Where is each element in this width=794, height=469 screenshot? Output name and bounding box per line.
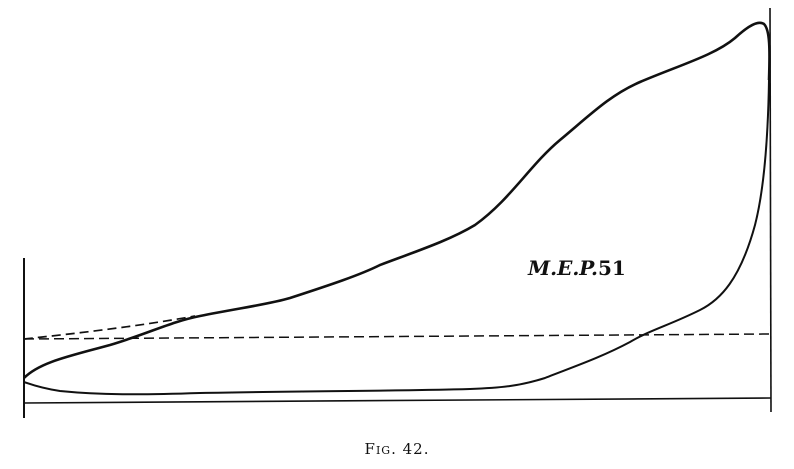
mep-label-prefix: M.E.P. — [528, 256, 598, 280]
mep-label: M.E.P.51 — [528, 256, 626, 280]
figure-caption: Fig. 42. — [364, 440, 430, 458]
atmospheric-baseline — [23, 397, 772, 404]
dashed-reference-line — [23, 333, 772, 340]
compression-curve — [23, 79, 770, 396]
dashed-extension-curve — [23, 315, 196, 340]
mep-label-value: 51 — [598, 256, 626, 280]
expansion-curve — [23, 21, 771, 379]
